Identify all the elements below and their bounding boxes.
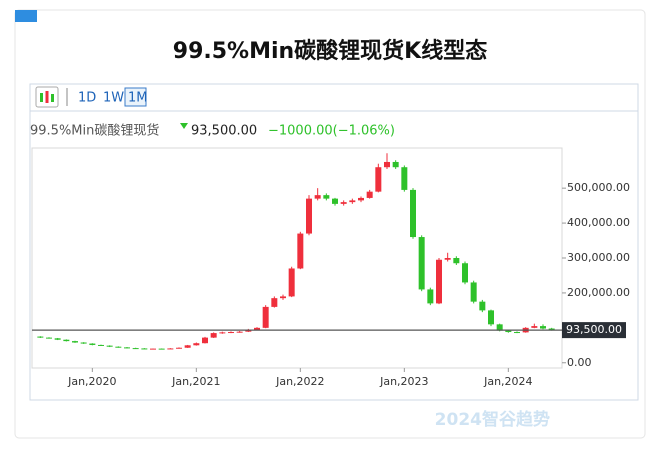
price-label-box: [562, 322, 626, 339]
y-tick-label: 0.00: [567, 356, 592, 369]
candle-body: [323, 195, 330, 199]
candle-body: [80, 342, 87, 344]
candle-body: [462, 263, 468, 283]
candle-body: [375, 167, 382, 192]
change-indicator: [180, 123, 188, 129]
candle-body: [427, 289, 434, 304]
candle-body: [72, 341, 78, 343]
candle-body: [505, 330, 512, 333]
candle-body: [410, 189, 416, 238]
candle-body: [349, 200, 356, 203]
change: −1000.00(−1.06%): [268, 124, 395, 139]
candle-body: [453, 258, 460, 264]
active-interval: [124, 87, 147, 107]
x-tick-label: Jan,2021: [171, 375, 220, 388]
y-tick-label: 500,000.00: [567, 181, 630, 194]
chart-title: 99.5%Min碳酸锂现货K线型态: [173, 38, 487, 64]
candle-body: [210, 333, 217, 338]
candle-body: [401, 167, 408, 190]
candle-body: [444, 258, 451, 260]
candle-body: [236, 331, 243, 333]
candle-body: [158, 348, 165, 350]
candle-body: [488, 310, 494, 325]
candle-body: [340, 202, 347, 204]
candle-body: [358, 197, 364, 201]
candle-body: [124, 347, 130, 349]
price-label: 93,500.00: [566, 323, 622, 336]
candle-body: [184, 345, 191, 348]
candle-body: [548, 328, 555, 331]
candle-body: [392, 161, 399, 168]
candle-body: [106, 345, 113, 347]
candle-body: [314, 195, 321, 199]
candle-body: [115, 346, 122, 348]
candle-body: [89, 343, 96, 345]
candle-body: [514, 332, 520, 334]
candle-body: [254, 327, 260, 330]
candle-body: [436, 259, 442, 304]
interval-button[interactable]: 1M: [128, 91, 148, 106]
candle-body: [46, 337, 52, 339]
candle-body: [288, 268, 295, 297]
candle-icon[interactable]: [35, 86, 59, 108]
candle-body: [63, 339, 70, 342]
candle-body: [37, 336, 44, 338]
x-tick-label: Jan,2020: [67, 375, 116, 388]
candle-body: [98, 344, 104, 346]
candle-body: [306, 198, 312, 234]
watermark: 2024智谷趋势: [435, 409, 550, 430]
candle-body: [384, 161, 390, 168]
candle-body: [540, 326, 546, 329]
candle-body: [479, 301, 486, 311]
candle-body: [366, 191, 373, 198]
candle-body: [219, 332, 226, 334]
panel: [29, 83, 639, 401]
candle-body: [167, 348, 174, 350]
candle-body: [141, 348, 148, 350]
candle-body: [280, 296, 286, 299]
candle-body: [496, 324, 503, 331]
y-tick-label: 400,000.00: [567, 216, 630, 229]
candle-body: [228, 332, 234, 334]
interval-button[interactable]: 1W: [103, 91, 124, 106]
candle-body: [271, 298, 278, 307]
x-tick-label: Jan,2024: [483, 375, 532, 388]
candle-body: [470, 282, 477, 302]
candle-body: [193, 343, 200, 346]
candle-body: [54, 338, 61, 340]
candle-body: [418, 237, 425, 290]
candle-body: [332, 198, 338, 204]
candle-body: [176, 347, 182, 349]
last-price: 93,500.00: [191, 124, 257, 139]
y-tick-label: 200,000.00: [567, 286, 630, 299]
candle-body: [531, 326, 538, 328]
x-tick-label: Jan,2023: [379, 375, 428, 388]
candle-body: [202, 337, 208, 344]
candle-body: [262, 306, 269, 328]
corner-tab: [15, 10, 37, 22]
card: [14, 9, 646, 439]
y-tick-label: 300,000.00: [567, 251, 630, 264]
candle-body: [150, 348, 156, 350]
candle-body: [297, 233, 304, 269]
x-tick-label: Jan,2022: [275, 375, 324, 388]
interval-button[interactable]: 1D: [78, 91, 96, 106]
candle-body: [132, 348, 139, 350]
series-name: 99.5%Min碳酸锂现货: [30, 123, 159, 139]
